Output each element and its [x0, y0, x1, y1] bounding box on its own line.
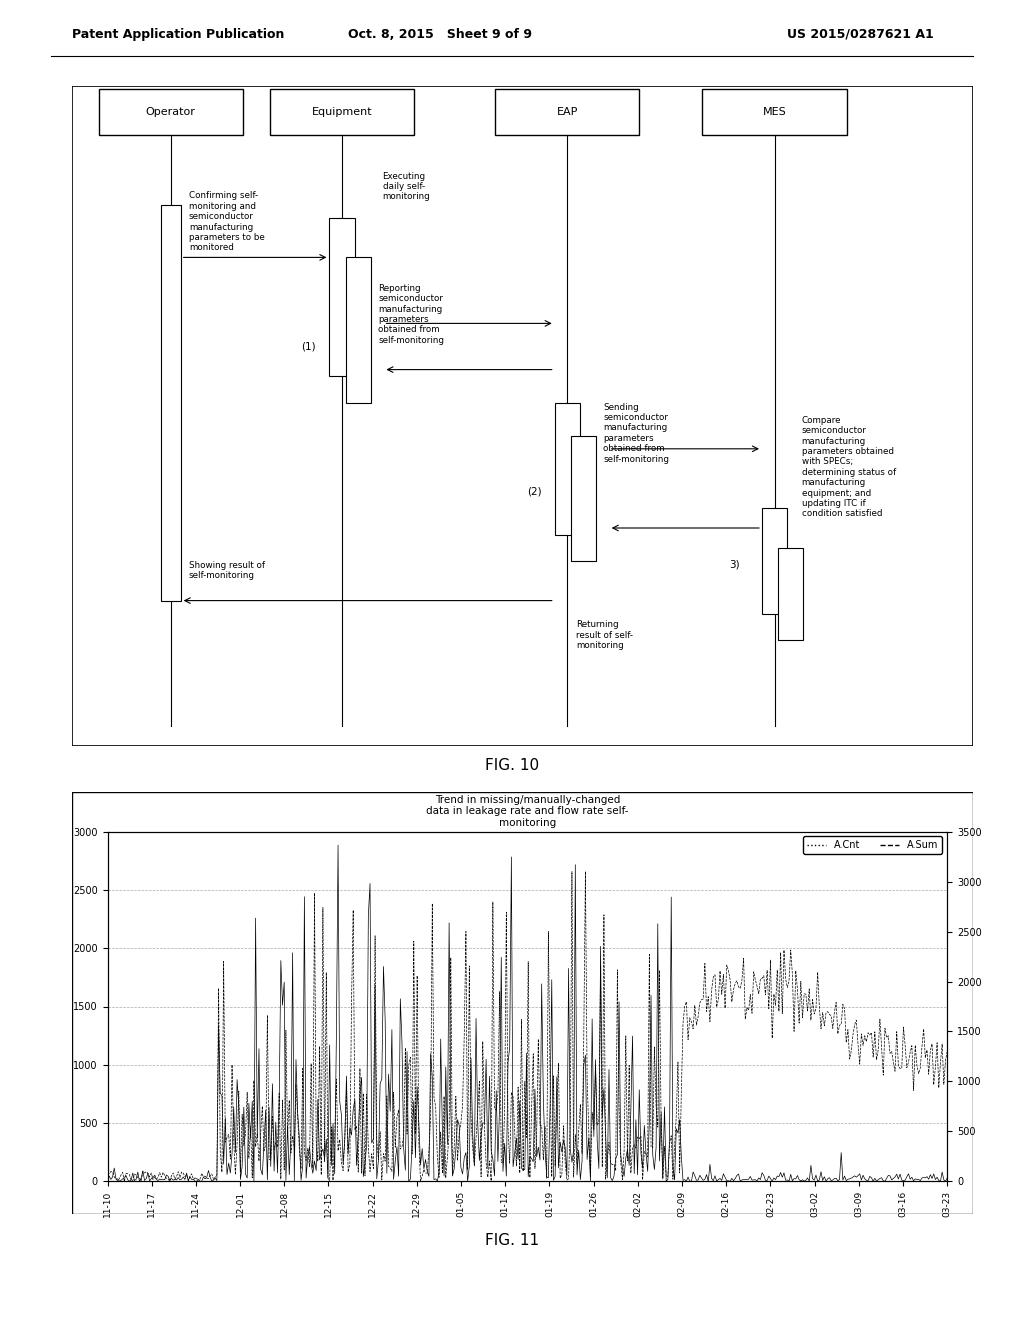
Bar — [571, 436, 596, 561]
Bar — [161, 205, 180, 601]
Text: Equipment: Equipment — [311, 107, 373, 117]
Text: (1): (1) — [301, 342, 316, 352]
Text: US 2015/0287621 A1: US 2015/0287621 A1 — [786, 28, 934, 41]
Text: Operator: Operator — [145, 107, 196, 117]
Text: Showing result of
self-monitoring: Showing result of self-monitoring — [188, 561, 265, 581]
Text: Oct. 8, 2015   Sheet 9 of 9: Oct. 8, 2015 Sheet 9 of 9 — [348, 28, 532, 41]
Text: Patent Application Publication: Patent Application Publication — [72, 28, 284, 41]
Bar — [555, 403, 580, 535]
Text: Returning
result of self-
monitoring: Returning result of self- monitoring — [577, 620, 633, 651]
Text: FIG. 10: FIG. 10 — [485, 758, 539, 774]
Text: Reporting
semiconductor
manufacturing
parameters
obtained from
self-monitoring: Reporting semiconductor manufacturing pa… — [378, 284, 444, 345]
Bar — [778, 548, 804, 640]
Title: Trend in missing/manually-changed
data in leakage rate and flow rate self-
monit: Trend in missing/manually-changed data i… — [426, 795, 629, 828]
Bar — [496, 88, 639, 135]
Bar — [98, 88, 243, 135]
Bar — [330, 218, 354, 376]
Text: Executing
daily self-
monitoring: Executing daily self- monitoring — [383, 172, 430, 202]
Text: Confirming self-
monitoring and
semiconductor
manufacturing
parameters to be
mon: Confirming self- monitoring and semicond… — [188, 191, 264, 252]
Bar — [762, 508, 787, 614]
Bar — [346, 257, 371, 403]
Text: MES: MES — [763, 107, 786, 117]
Text: (2): (2) — [526, 487, 542, 498]
Text: Compare
semiconductor
manufacturing
parameters obtained
with SPECs;
determining : Compare semiconductor manufacturing para… — [802, 416, 896, 519]
Text: EAP: EAP — [557, 107, 578, 117]
Legend: A.Cnt, A.Sum: A.Cnt, A.Sum — [803, 837, 942, 854]
Text: FIG. 11: FIG. 11 — [485, 1233, 539, 1249]
Bar — [702, 88, 847, 135]
Text: 3): 3) — [729, 560, 740, 570]
Bar — [270, 88, 414, 135]
Text: Sending
semiconductor
manufacturing
parameters
obtained from
self-monitoring: Sending semiconductor manufacturing para… — [603, 403, 670, 463]
